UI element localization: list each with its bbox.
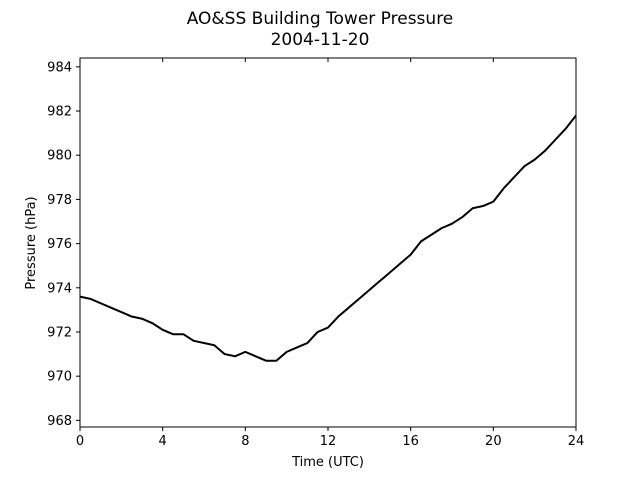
x-tick-label-0: 0 — [76, 434, 84, 449]
y-tick-label-968: 968 — [47, 414, 72, 429]
chart-title: AO&SS Building Tower Pressure — [187, 9, 454, 29]
plot-frame — [79, 57, 577, 428]
x-tick-label-4: 4 — [159, 434, 167, 449]
y-tick-label-976: 976 — [47, 237, 72, 252]
x-tick-label-8: 8 — [241, 434, 249, 449]
plot-area: 0 4 8 12 16 20 24 968 970 972 974 976 978 980 982 984 — [47, 57, 585, 449]
y-tick-label-984: 984 — [47, 60, 72, 75]
y-tick-label-974: 974 — [47, 281, 72, 296]
y-tick-label-972: 972 — [47, 325, 72, 340]
x-tick-label-12: 12 — [320, 434, 337, 449]
y-tick-label-982: 982 — [47, 105, 72, 120]
y-tick-label-970: 970 — [47, 370, 72, 385]
x-tick-label-24: 24 — [568, 434, 585, 449]
y-axis-label: Pressure (hPa) — [24, 196, 39, 289]
x-tick-label-16: 16 — [402, 434, 419, 449]
series-line-0 — [79, 114, 577, 362]
x-tick-label-20: 20 — [485, 434, 502, 449]
x-axis-label: Time (UTC) — [291, 455, 364, 470]
chart-subtitle: 2004-11-20 — [271, 30, 370, 50]
y-tick-label-978: 978 — [47, 193, 72, 208]
y-tick-label-980: 980 — [47, 149, 72, 164]
